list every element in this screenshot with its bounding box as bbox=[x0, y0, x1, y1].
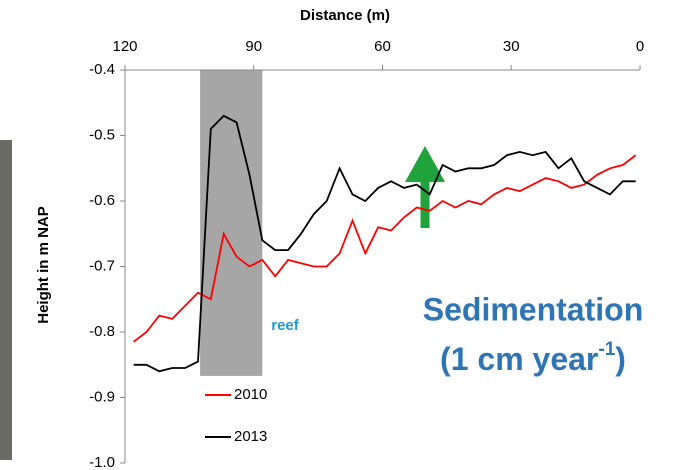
annotation-line1: Sedimentation bbox=[423, 291, 643, 327]
growth-arrow bbox=[405, 146, 445, 228]
x-tick-label: 90 bbox=[245, 38, 262, 55]
y-axis-title: Height in m NAP bbox=[35, 206, 52, 324]
x-tick-label: 0 bbox=[636, 38, 644, 55]
series-line bbox=[133, 114, 636, 373]
y-tick-label: -0.7 bbox=[89, 257, 115, 274]
series-line bbox=[133, 154, 637, 343]
reef-zone bbox=[200, 70, 263, 376]
annotation-line2: (1 cm year-1) bbox=[440, 339, 626, 377]
y-tick-label: -0.6 bbox=[89, 192, 115, 209]
annotation-text: (1 cm year bbox=[440, 341, 598, 377]
x-axis-title: Distance (m) bbox=[300, 7, 390, 24]
y-tick-label: -0.8 bbox=[89, 323, 115, 340]
x-tick-label: 60 bbox=[374, 38, 391, 55]
y-tick-label: -0.9 bbox=[89, 388, 115, 405]
legend-label: 2010 bbox=[234, 386, 267, 403]
y-tick-label: -0.4 bbox=[89, 61, 115, 78]
x-tick-label: 30 bbox=[503, 38, 520, 55]
legend-label: 2013 bbox=[234, 428, 267, 445]
x-tick-label: 120 bbox=[112, 38, 137, 55]
annotation-text: ) bbox=[615, 341, 626, 377]
annotation-superscript: -1 bbox=[598, 339, 615, 360]
photo-edge bbox=[0, 140, 12, 460]
y-tick-label: -1.0 bbox=[89, 454, 115, 470]
reef-label: reef bbox=[271, 317, 300, 334]
y-tick-label: -0.5 bbox=[89, 126, 115, 143]
